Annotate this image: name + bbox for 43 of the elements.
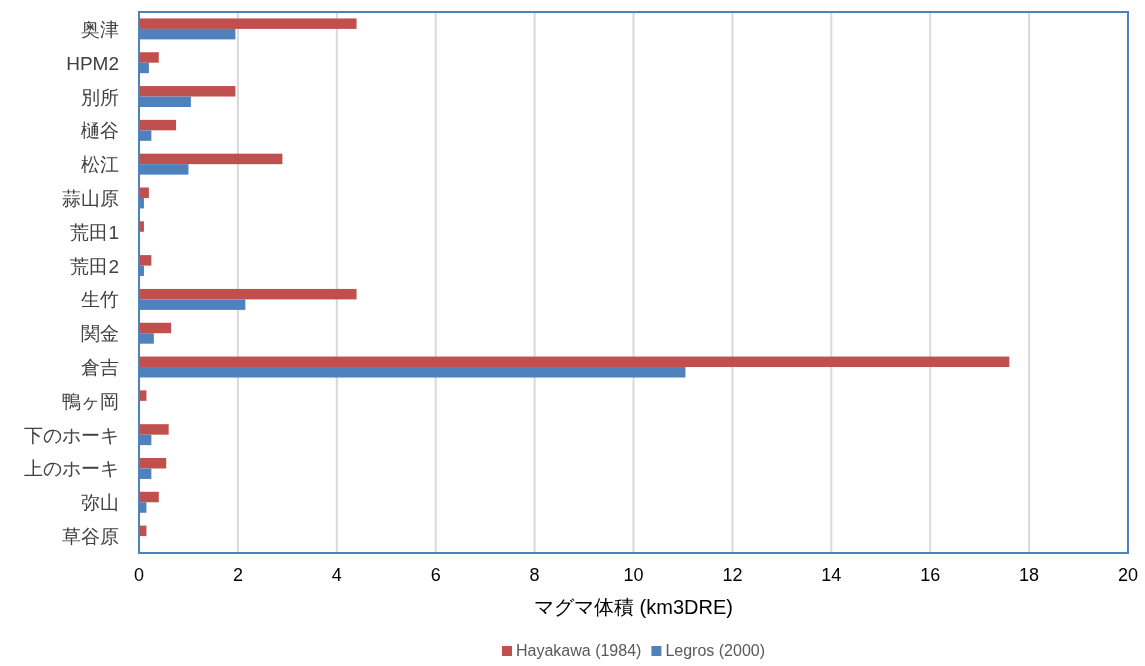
y-tick-label: 荒田1 bbox=[70, 221, 119, 243]
bar bbox=[139, 457, 167, 469]
bar bbox=[139, 322, 172, 334]
bar bbox=[139, 52, 159, 63]
x-tick-label: 6 bbox=[430, 565, 441, 585]
x-tick-label: 18 bbox=[1019, 565, 1040, 585]
y-tick-label: 生竹 bbox=[81, 289, 119, 311]
y-tick-label: 草谷原 bbox=[62, 526, 119, 548]
bar bbox=[139, 424, 169, 435]
y-tick-label: HPM2 bbox=[66, 52, 119, 74]
x-tick-label: 14 bbox=[821, 565, 842, 585]
y-tick-label: 弥山 bbox=[81, 492, 119, 514]
bar bbox=[139, 491, 159, 503]
bar bbox=[139, 288, 357, 300]
x-tick-label: 16 bbox=[920, 565, 941, 585]
bar bbox=[139, 356, 1010, 368]
y-tick-label: 関金 bbox=[81, 323, 119, 345]
y-tick-label: 松江 bbox=[81, 154, 119, 176]
x-tick-label: 2 bbox=[232, 565, 243, 585]
y-tick-label: 奥津 bbox=[81, 18, 119, 40]
x-tick-label: 20 bbox=[1117, 565, 1139, 585]
legend-label: Legros (2000) bbox=[665, 642, 766, 659]
y-tick-label: 別所 bbox=[81, 86, 119, 108]
y-tick-label: 上のホーキ bbox=[24, 458, 119, 480]
x-tick-label: 8 bbox=[529, 565, 540, 585]
bar bbox=[139, 18, 357, 29]
y-tick-label: 樋谷 bbox=[81, 120, 119, 142]
bar bbox=[139, 86, 236, 97]
x-tick-label: 4 bbox=[331, 565, 342, 585]
y-tick-label: 下のホーキ bbox=[24, 424, 119, 446]
x-tick-label: 10 bbox=[623, 565, 644, 585]
bar bbox=[139, 119, 177, 131]
bar bbox=[139, 153, 283, 165]
y-tick-label: 鴨ヶ岡 bbox=[62, 390, 119, 412]
y-tick-label: 荒田2 bbox=[70, 255, 119, 277]
y-tick-label: 倉吉 bbox=[81, 357, 119, 379]
bar bbox=[139, 187, 149, 198]
legend-label: Hayakawa (1984) bbox=[515, 642, 642, 659]
x-tick-label: 12 bbox=[722, 565, 743, 585]
y-tick-label: 蒜山原 bbox=[62, 187, 119, 209]
x-axis-title: マグマ体積 (km3DRE) bbox=[534, 596, 733, 618]
bar bbox=[139, 255, 152, 266]
x-tick-label: 0 bbox=[133, 565, 145, 585]
